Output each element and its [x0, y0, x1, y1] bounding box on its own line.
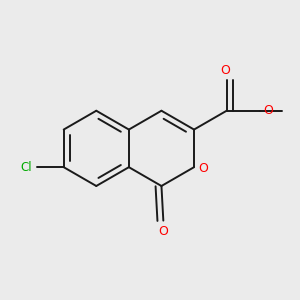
Text: O: O — [263, 104, 273, 117]
Text: O: O — [220, 64, 230, 76]
Text: O: O — [158, 225, 168, 238]
Text: Cl: Cl — [20, 161, 32, 174]
Text: O: O — [198, 162, 208, 175]
